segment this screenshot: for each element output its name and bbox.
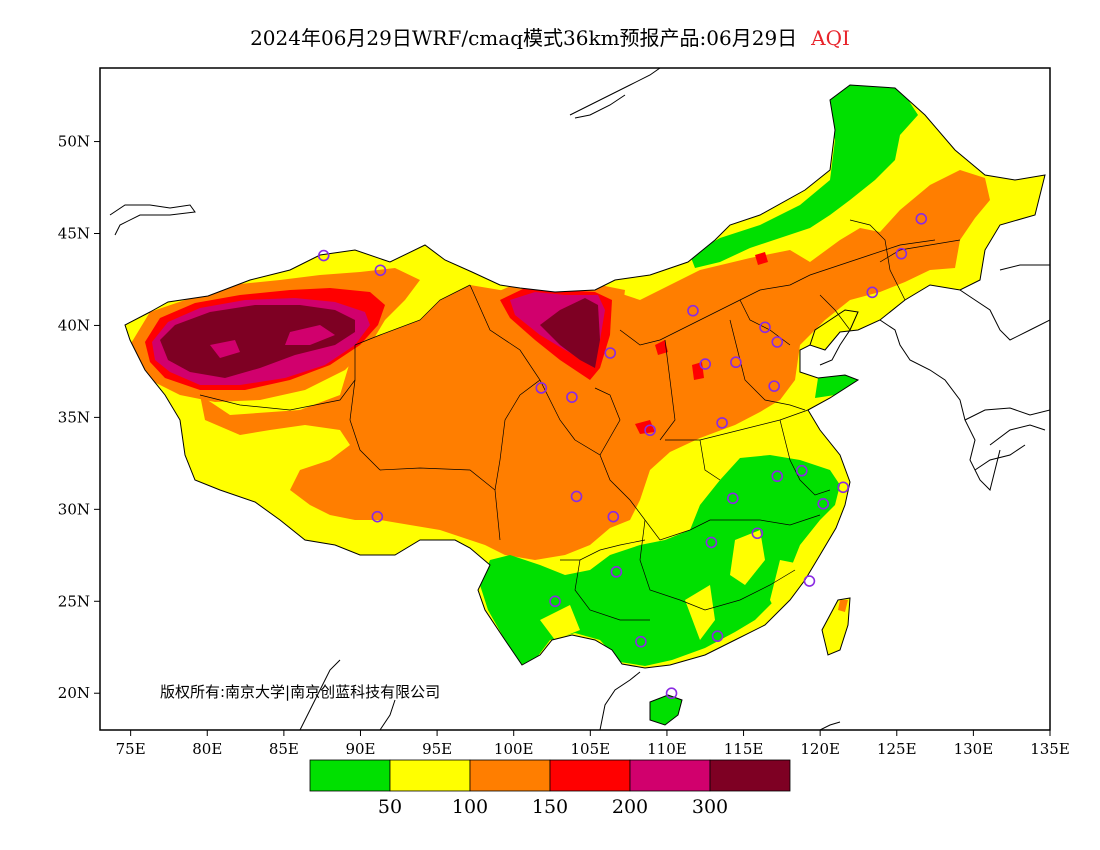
station-marker [771,336,784,348]
legend-swatch [629,759,711,792]
station-marker [317,249,330,262]
hainan-region [649,694,683,726]
lon-tick-label: 125E [877,740,917,758]
lat-tick-label: 40N [58,316,90,334]
legend-label: 300 [692,796,728,818]
station-marker [895,247,908,260]
station-marker [705,536,718,549]
lon-tick-label: 90E [345,740,375,758]
station-marker [604,347,617,359]
station-markers [317,212,928,700]
lat-tick-label: 25N [58,592,90,610]
aqi-hazardous-tarim [160,305,355,378]
legend-label: 150 [532,796,568,818]
station-marker [817,498,830,510]
lon-tick-label: 110E [647,740,687,758]
aqi-very-unhealthy-tarim-inner [285,325,335,345]
station-marker [699,358,712,370]
lon-tick-label: 130E [954,740,994,758]
station-marker [644,424,656,437]
aqi-good-shandong [815,375,858,398]
station-marker [687,304,699,317]
aqi-very-unhealthy-tarim-inner [210,340,240,358]
lon-tick-label: 100E [494,740,534,758]
station-marker [716,417,728,429]
lat-tick-label: 20N [58,684,90,702]
aqi-unhealthy-spot [655,340,668,355]
station-marker [751,527,764,540]
aqi-good-northeast [690,85,918,268]
province-borders [199,219,961,621]
station-marker [374,264,387,277]
title-variable: AQI [811,26,850,50]
lon-tick-label: 80E [192,740,222,758]
station-marker [665,687,678,700]
lat-tick-label: 50N [58,133,90,151]
aqi-south-moderate-patch [540,605,580,640]
station-marker [535,382,548,394]
lon-tick-label: 135E [1030,740,1070,758]
legend-swatch [709,759,791,792]
station-marker [566,391,578,403]
aqi-south-moderate-patch [730,530,765,585]
taiwan-orange [838,600,848,612]
legend-swatch [309,759,391,792]
lat-tick-label: 30N [58,500,90,518]
aqi-south-moderate-patch [685,585,715,640]
station-marker [837,481,849,494]
coastlines [109,68,1050,730]
aqi-unhealthy-spot [755,252,768,265]
station-marker [635,635,647,648]
legend-label: 100 [452,796,488,818]
aqi-unhealthy-spot [635,420,655,434]
station-marker [768,380,780,392]
map-title: 2024年06月29日WRF/cmaq模式36km预报产品:06月29日 AQI [0,22,1100,51]
station-marker [771,470,784,483]
title-main: 2024年06月29日WRF/cmaq模式36km预报产品:06月29日 [250,26,798,50]
legend-swatch [469,759,551,792]
station-marker [549,595,561,608]
lon-tick-label: 85E [269,740,299,758]
lon-tick-label: 105E [571,740,611,758]
station-marker [711,630,724,643]
taiwan-region [821,597,851,656]
aqi-hazardous-gobi [540,298,600,368]
lon-tick-label: 120E [800,740,840,758]
lon-tick-label: 75E [116,740,146,758]
legend-swatch [549,759,631,792]
station-marker [730,356,742,369]
aqi-unhealthy-spot [692,362,704,380]
station-marker [915,212,928,225]
station-marker [803,575,816,587]
station-marker [866,286,879,299]
legend-swatch [389,759,471,792]
aqi-south-moderate-patch [770,560,805,620]
china-border [124,84,1046,669]
station-marker [795,464,808,477]
station-marker [607,510,620,523]
lat-tick-label: 35N [58,408,90,426]
map-axes: 75E 80E 85E 90E 95E 100E 105E 110E 115E 120E 125E 1… [58,133,1070,758]
station-marker [727,492,739,505]
lon-tick-label: 115E [724,740,764,758]
station-marker [759,321,771,334]
station-marker [570,490,583,503]
legend-label: 50 [378,796,402,818]
aqi-color-legend: 50 100 150 200 300 [309,759,791,818]
lat-tick-label: 45N [58,225,90,243]
station-marker [610,566,623,578]
copyright-text: 版权所有:南京大学|南京创蓝科技有限公司 [160,683,440,701]
legend-label: 200 [612,796,648,818]
station-marker [371,510,384,523]
lon-tick-label: 95E [422,740,452,758]
